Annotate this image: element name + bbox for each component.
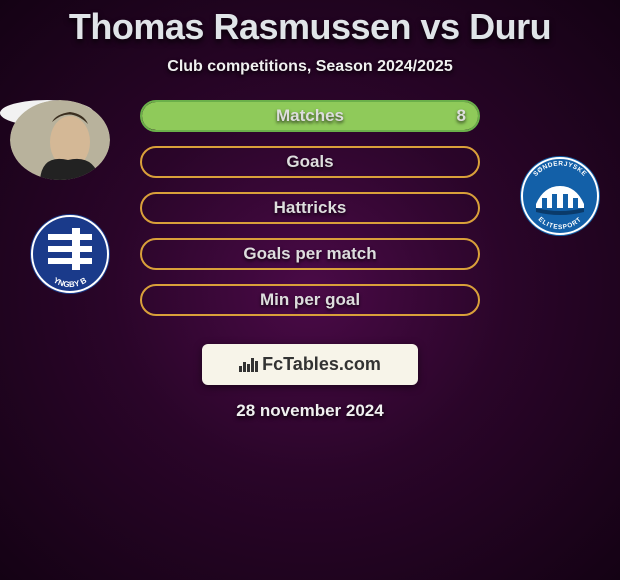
stat-bar-min-per-goal: Min per goal: [140, 284, 480, 316]
player-left-portrait: [10, 100, 110, 180]
club-right-logo: SØNDERJYSKE ELITESPORT: [520, 156, 600, 236]
stat-bar-goals-per-match: Goals per match: [140, 238, 480, 270]
stat-bar-matches: Matches8: [140, 100, 480, 132]
date-label: 28 november 2024: [0, 401, 620, 421]
comparison-stage: YNGBY B SØNDERJYSKE ELITESPORT Matches8G…: [0, 100, 620, 126]
bar-label: Hattricks: [142, 194, 478, 222]
bar-label: Goals per match: [142, 240, 478, 268]
bar-value-right: 8: [457, 102, 466, 130]
stat-bar-hattricks: Hattricks: [140, 192, 480, 224]
chart-icon: [239, 358, 258, 372]
stat-bars: Matches8 Goals Hattricks Goals per match Min…: [140, 100, 480, 330]
bar-label: Min per goal: [142, 286, 478, 314]
brand-text: FcTables.com: [262, 354, 381, 375]
club-left-logo: YNGBY B: [30, 214, 110, 294]
page-title: Thomas Rasmussen vs Duru: [0, 0, 620, 48]
brand-card[interactable]: FcTables.com: [202, 344, 418, 385]
subtitle: Club competitions, Season 2024/2025: [0, 58, 620, 76]
bar-label: Goals: [142, 148, 478, 176]
stat-bar-goals: Goals: [140, 146, 480, 178]
bar-label: Matches: [142, 102, 478, 130]
